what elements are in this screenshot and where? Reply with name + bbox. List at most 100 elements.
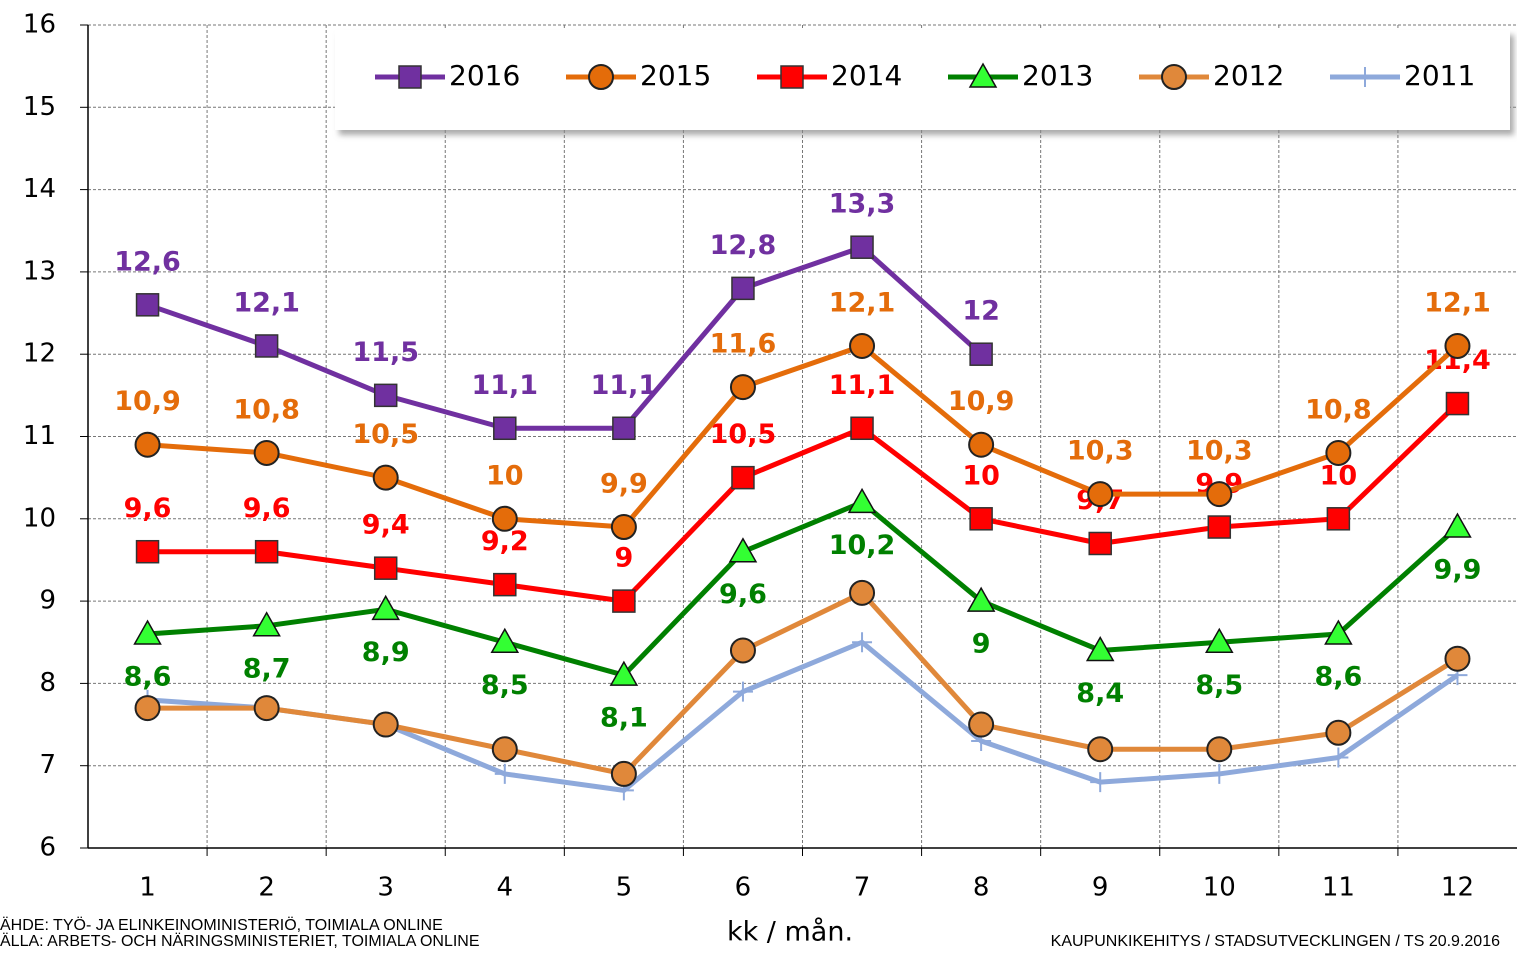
data-label: 8,6 (1314, 662, 1362, 693)
data-label: 9,6 (243, 493, 291, 524)
marker (254, 334, 279, 358)
marker (731, 276, 755, 301)
marker (969, 507, 993, 531)
marker (1444, 332, 1471, 359)
series: 10,9 10,8 10,5 10 9,9 11,6 12,1 10,9 10,3 10,3 10,… (114, 287, 1491, 541)
y-tick-label: 10 (23, 503, 56, 533)
marker (966, 586, 996, 612)
data-label: 12,8 (710, 230, 777, 261)
data-label: 9,4 (362, 510, 410, 541)
marker (728, 537, 758, 563)
y-tick-label: 15 (23, 92, 56, 122)
marker (1445, 391, 1470, 416)
marker (1355, 67, 1375, 87)
data-label: 10,8 (233, 394, 300, 425)
data-label: 9,6 (124, 493, 172, 524)
legend-label: 2014 (831, 59, 902, 92)
marker (493, 572, 517, 597)
marker (780, 65, 804, 89)
data-label: 10,3 (1186, 436, 1253, 467)
y-tick-label: 13 (23, 256, 56, 286)
x-tick-label: 10 (1203, 873, 1236, 903)
data-label: 10,5 (352, 419, 419, 450)
data-label: 10,9 (948, 386, 1015, 417)
y-tick-label: 14 (23, 174, 56, 204)
marker (968, 431, 995, 458)
x-tick-label: 9 (1092, 873, 1109, 903)
data-label: 12,1 (233, 287, 300, 318)
series-line (147, 590, 1459, 777)
legend-label: 2013 (1022, 59, 1093, 92)
marker (849, 579, 876, 606)
marker (371, 594, 400, 621)
marker (610, 760, 637, 787)
marker (372, 711, 399, 738)
data-label: 8,7 (243, 653, 291, 684)
marker (133, 619, 162, 645)
marker (1207, 515, 1232, 539)
x-tick-label: 5 (616, 873, 633, 903)
series: 12,6 12,1 11,5 11,1 11,1 12,8 13,3 12 (114, 189, 1000, 441)
data-label: 11,1 (591, 370, 658, 401)
marker (253, 439, 280, 466)
marker (491, 736, 518, 763)
marker (1205, 627, 1234, 653)
series (134, 579, 1471, 787)
marker (1325, 439, 1352, 466)
y-tick-label: 11 (23, 421, 56, 451)
series-line (147, 401, 1460, 604)
x-tick-label: 4 (497, 873, 514, 903)
marker (847, 487, 877, 514)
marker (1209, 763, 1230, 784)
marker (1324, 619, 1353, 645)
data-label: 12,1 (1424, 287, 1491, 318)
series-line (146, 244, 983, 431)
marker (373, 383, 398, 408)
source-sv: ÄLLA: ARBETS- OCH NÄRINGSMINISTERIET, TO… (0, 932, 480, 950)
legend-label: 2011 (1404, 59, 1475, 92)
source-fi: ÄHDE: TYÖ- JA ELINKEINOMINISTERIÖ, TOIMI… (0, 916, 443, 934)
marker (588, 64, 614, 90)
marker (493, 416, 517, 441)
data-label: 9,9 (600, 469, 648, 500)
marker (373, 556, 398, 580)
x-tick-label: 7 (854, 873, 871, 903)
marker (135, 293, 160, 317)
data-label: 8,6 (124, 662, 172, 693)
marker (398, 65, 422, 89)
marker (134, 695, 161, 722)
x-tick-label: 8 (973, 873, 990, 903)
data-label: 8,9 (362, 637, 410, 668)
legend-label: 2012 (1213, 59, 1284, 92)
data-label: 12,6 (114, 246, 181, 277)
marker (1443, 512, 1472, 538)
data-label: 9,9 (1434, 555, 1482, 586)
y-tick-label: 6 (39, 833, 56, 863)
marker (968, 711, 995, 738)
marker (732, 681, 753, 702)
data-label: 10 (962, 460, 1000, 491)
marker (1325, 719, 1352, 746)
data-label: 11,6 (710, 329, 777, 360)
legend: 2016 2015 2014 2013 2012 2011 (335, 30, 1510, 130)
marker (731, 465, 755, 490)
data-label: 11,1 (829, 370, 896, 401)
marker (610, 514, 637, 541)
marker (494, 763, 515, 784)
marker (372, 464, 399, 491)
data-label: 10,8 (1305, 394, 1372, 425)
legend-label: 2016 (449, 59, 520, 92)
marker (850, 235, 874, 259)
marker (1085, 635, 1115, 662)
marker (609, 660, 639, 686)
marker (850, 416, 874, 441)
marker (134, 431, 161, 458)
marker (135, 539, 160, 564)
data-label: 10,2 (829, 530, 896, 561)
marker (969, 342, 993, 366)
marker (1088, 531, 1112, 556)
data-label: 11,5 (352, 337, 419, 368)
data-label: 9,6 (719, 579, 767, 610)
series: 8,6 8,7 8,9 8,5 8,1 9,6 10,2 9 8,4 8,5 8,6 9,9 (124, 487, 1482, 734)
